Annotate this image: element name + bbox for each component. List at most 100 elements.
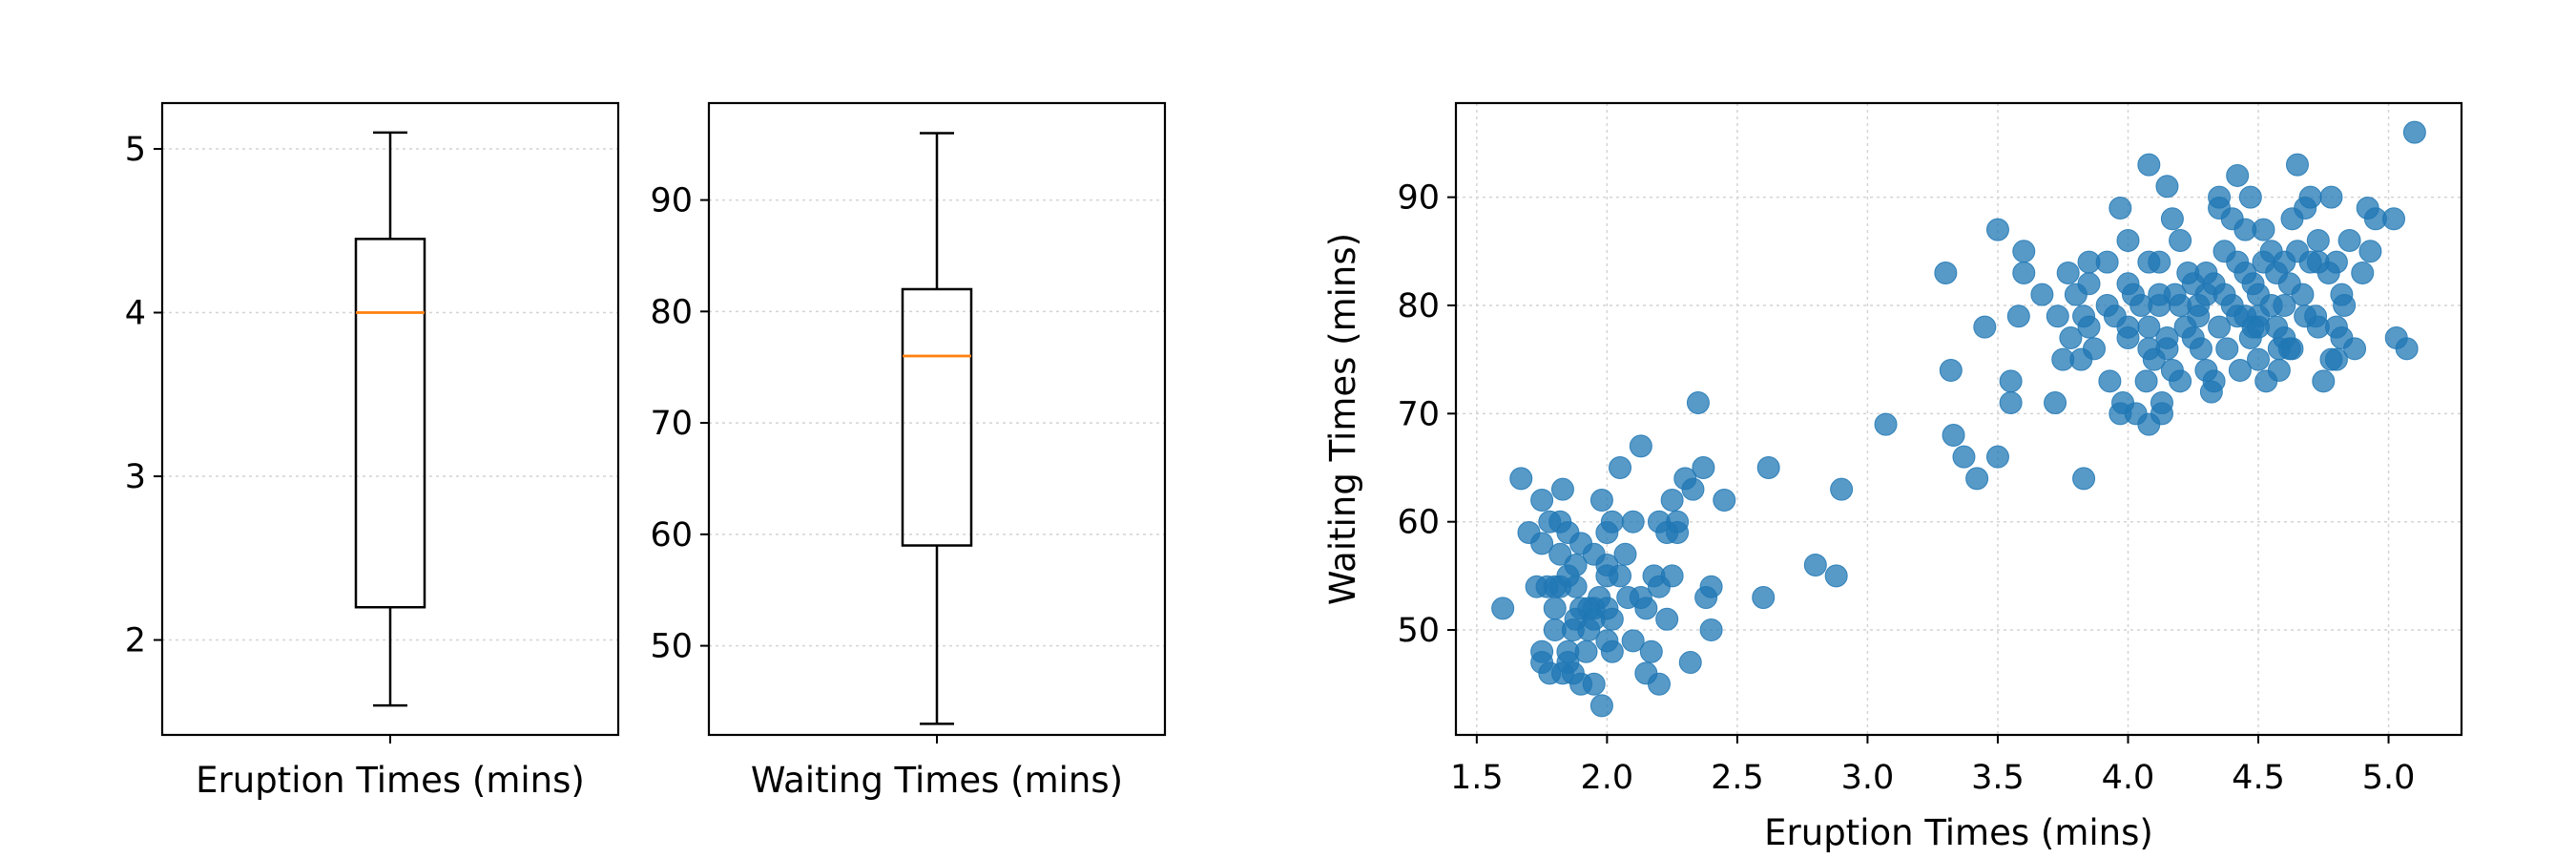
scatter-point bbox=[1609, 456, 1632, 480]
scatter-point bbox=[1647, 672, 1671, 696]
scatter-point bbox=[2098, 369, 2122, 393]
scatter-point bbox=[1655, 607, 1679, 631]
scatter-point bbox=[1830, 477, 1854, 501]
scatter-point bbox=[1582, 542, 1606, 566]
scatter-point bbox=[1942, 424, 1965, 448]
scatter-point bbox=[2285, 153, 2309, 177]
scatter-point bbox=[1600, 639, 1624, 663]
scatter-point bbox=[2169, 228, 2192, 252]
scatter-point bbox=[1629, 586, 1652, 610]
scatter-point bbox=[2226, 163, 2250, 187]
scatter-point bbox=[1564, 575, 1588, 598]
scatter-point bbox=[2046, 304, 2069, 328]
scatter-point bbox=[2155, 337, 2179, 361]
y-tick-label: 80 bbox=[650, 293, 693, 331]
y-tick-label: 2 bbox=[125, 622, 146, 660]
y-tick-label: 90 bbox=[1397, 179, 1440, 218]
scatter-point bbox=[1538, 510, 1562, 534]
eruption-boxplot-panel: 2 3 4 5 Eruption Times (mins) bbox=[125, 101, 620, 801]
scatter-point bbox=[1874, 412, 1898, 436]
y-tick-label: 50 bbox=[1397, 612, 1440, 650]
x-tick-label: 4.0 bbox=[2102, 759, 2155, 797]
scatter-point bbox=[2319, 185, 2343, 209]
scatter-point bbox=[2215, 337, 2239, 361]
scatter-point bbox=[1530, 532, 1554, 555]
y-tick-label: 3 bbox=[125, 458, 146, 496]
scatter-point bbox=[2006, 304, 2030, 328]
y-axis-label: Waiting Times (mins) bbox=[1322, 233, 1363, 605]
scatter-point bbox=[2059, 325, 2083, 349]
scatter-point bbox=[2252, 218, 2275, 241]
scatter-point bbox=[1621, 510, 1645, 534]
scatter-point bbox=[1548, 542, 1572, 566]
scatter-point bbox=[2343, 337, 2367, 361]
scatter-point bbox=[2241, 315, 2265, 339]
scatter-point bbox=[2109, 196, 2132, 220]
scatter-point bbox=[2306, 228, 2330, 252]
scatter-point bbox=[2072, 467, 2096, 491]
scatter-point bbox=[2265, 261, 2289, 284]
scatter-point bbox=[2116, 228, 2140, 252]
scatter-point bbox=[2267, 358, 2291, 382]
scatter-point bbox=[1985, 218, 2009, 241]
x-tick-label: 5.0 bbox=[2362, 759, 2416, 797]
scatter-point bbox=[2382, 207, 2406, 231]
scatter-point bbox=[1952, 445, 1976, 469]
scatter-point bbox=[1582, 607, 1606, 631]
scatter-point bbox=[2333, 293, 2357, 317]
scatter-point bbox=[1756, 456, 1780, 480]
x-tick-label: 4.5 bbox=[2232, 759, 2285, 797]
scatter-point bbox=[1613, 542, 1637, 566]
scatter-point bbox=[2077, 272, 2101, 296]
scatter-point bbox=[1530, 489, 1554, 513]
scatter-point bbox=[1660, 489, 1684, 513]
y-tick-label: 60 bbox=[1397, 504, 1440, 542]
scatter-point bbox=[2228, 358, 2252, 382]
scatter-point bbox=[2095, 293, 2119, 317]
scatter-point bbox=[2148, 283, 2171, 306]
scatter-point bbox=[1681, 477, 1705, 501]
scatter-point bbox=[1985, 445, 2009, 469]
scatter-point bbox=[2056, 261, 2080, 284]
scatter-point bbox=[2169, 369, 2192, 393]
scatter-point bbox=[2324, 347, 2348, 371]
scatter-point bbox=[2134, 369, 2158, 393]
scatter-point bbox=[2277, 337, 2301, 361]
x-axis-label: Eruption Times (mins) bbox=[1764, 812, 2153, 853]
scatter-point bbox=[2208, 315, 2232, 339]
iqr-box bbox=[901, 287, 973, 547]
y-tick-label: 70 bbox=[650, 405, 693, 443]
x-tick-label: 2.5 bbox=[1711, 759, 1764, 797]
scatter-point bbox=[1934, 261, 1958, 284]
scatter-point bbox=[2298, 250, 2322, 274]
scatter-point bbox=[2226, 250, 2250, 274]
scatter-point bbox=[2294, 304, 2317, 328]
scatter-point bbox=[2238, 185, 2262, 209]
scatter-point bbox=[1752, 586, 1776, 610]
scatter-point bbox=[2137, 153, 2161, 177]
scatter-point bbox=[2012, 240, 2036, 263]
scatter-point bbox=[1550, 477, 1574, 501]
x-tick-label: 3.5 bbox=[1971, 759, 2025, 797]
scatter-point bbox=[1713, 489, 1736, 513]
x-tick-label: Eruption Times (mins) bbox=[196, 760, 585, 801]
scatter-point bbox=[1965, 467, 1989, 491]
x-tick-label: 2.0 bbox=[1581, 759, 1634, 797]
scatter-point bbox=[2202, 369, 2226, 393]
scatter-point bbox=[2351, 261, 2375, 284]
scatter-point bbox=[2012, 261, 2036, 284]
scatter-point bbox=[2082, 337, 2106, 361]
scatter-point bbox=[2312, 369, 2336, 393]
y-tick-label: 90 bbox=[650, 182, 693, 220]
y-tick-label: 70 bbox=[1397, 395, 1440, 433]
scatter-point bbox=[2150, 402, 2173, 426]
scatter-point bbox=[2337, 228, 2361, 252]
y-tick-label: 5 bbox=[125, 131, 146, 169]
scatter-point bbox=[1509, 467, 1533, 491]
waiting-boxplot-panel: 50 60 70 80 90 Waiting Times (mins) bbox=[650, 101, 1167, 801]
scatter-point bbox=[1639, 639, 1663, 663]
scatter-point bbox=[2324, 250, 2348, 274]
scatter-point bbox=[1939, 358, 1963, 382]
scatter-point bbox=[2077, 315, 2101, 339]
y-tick-label: 4 bbox=[125, 295, 146, 333]
